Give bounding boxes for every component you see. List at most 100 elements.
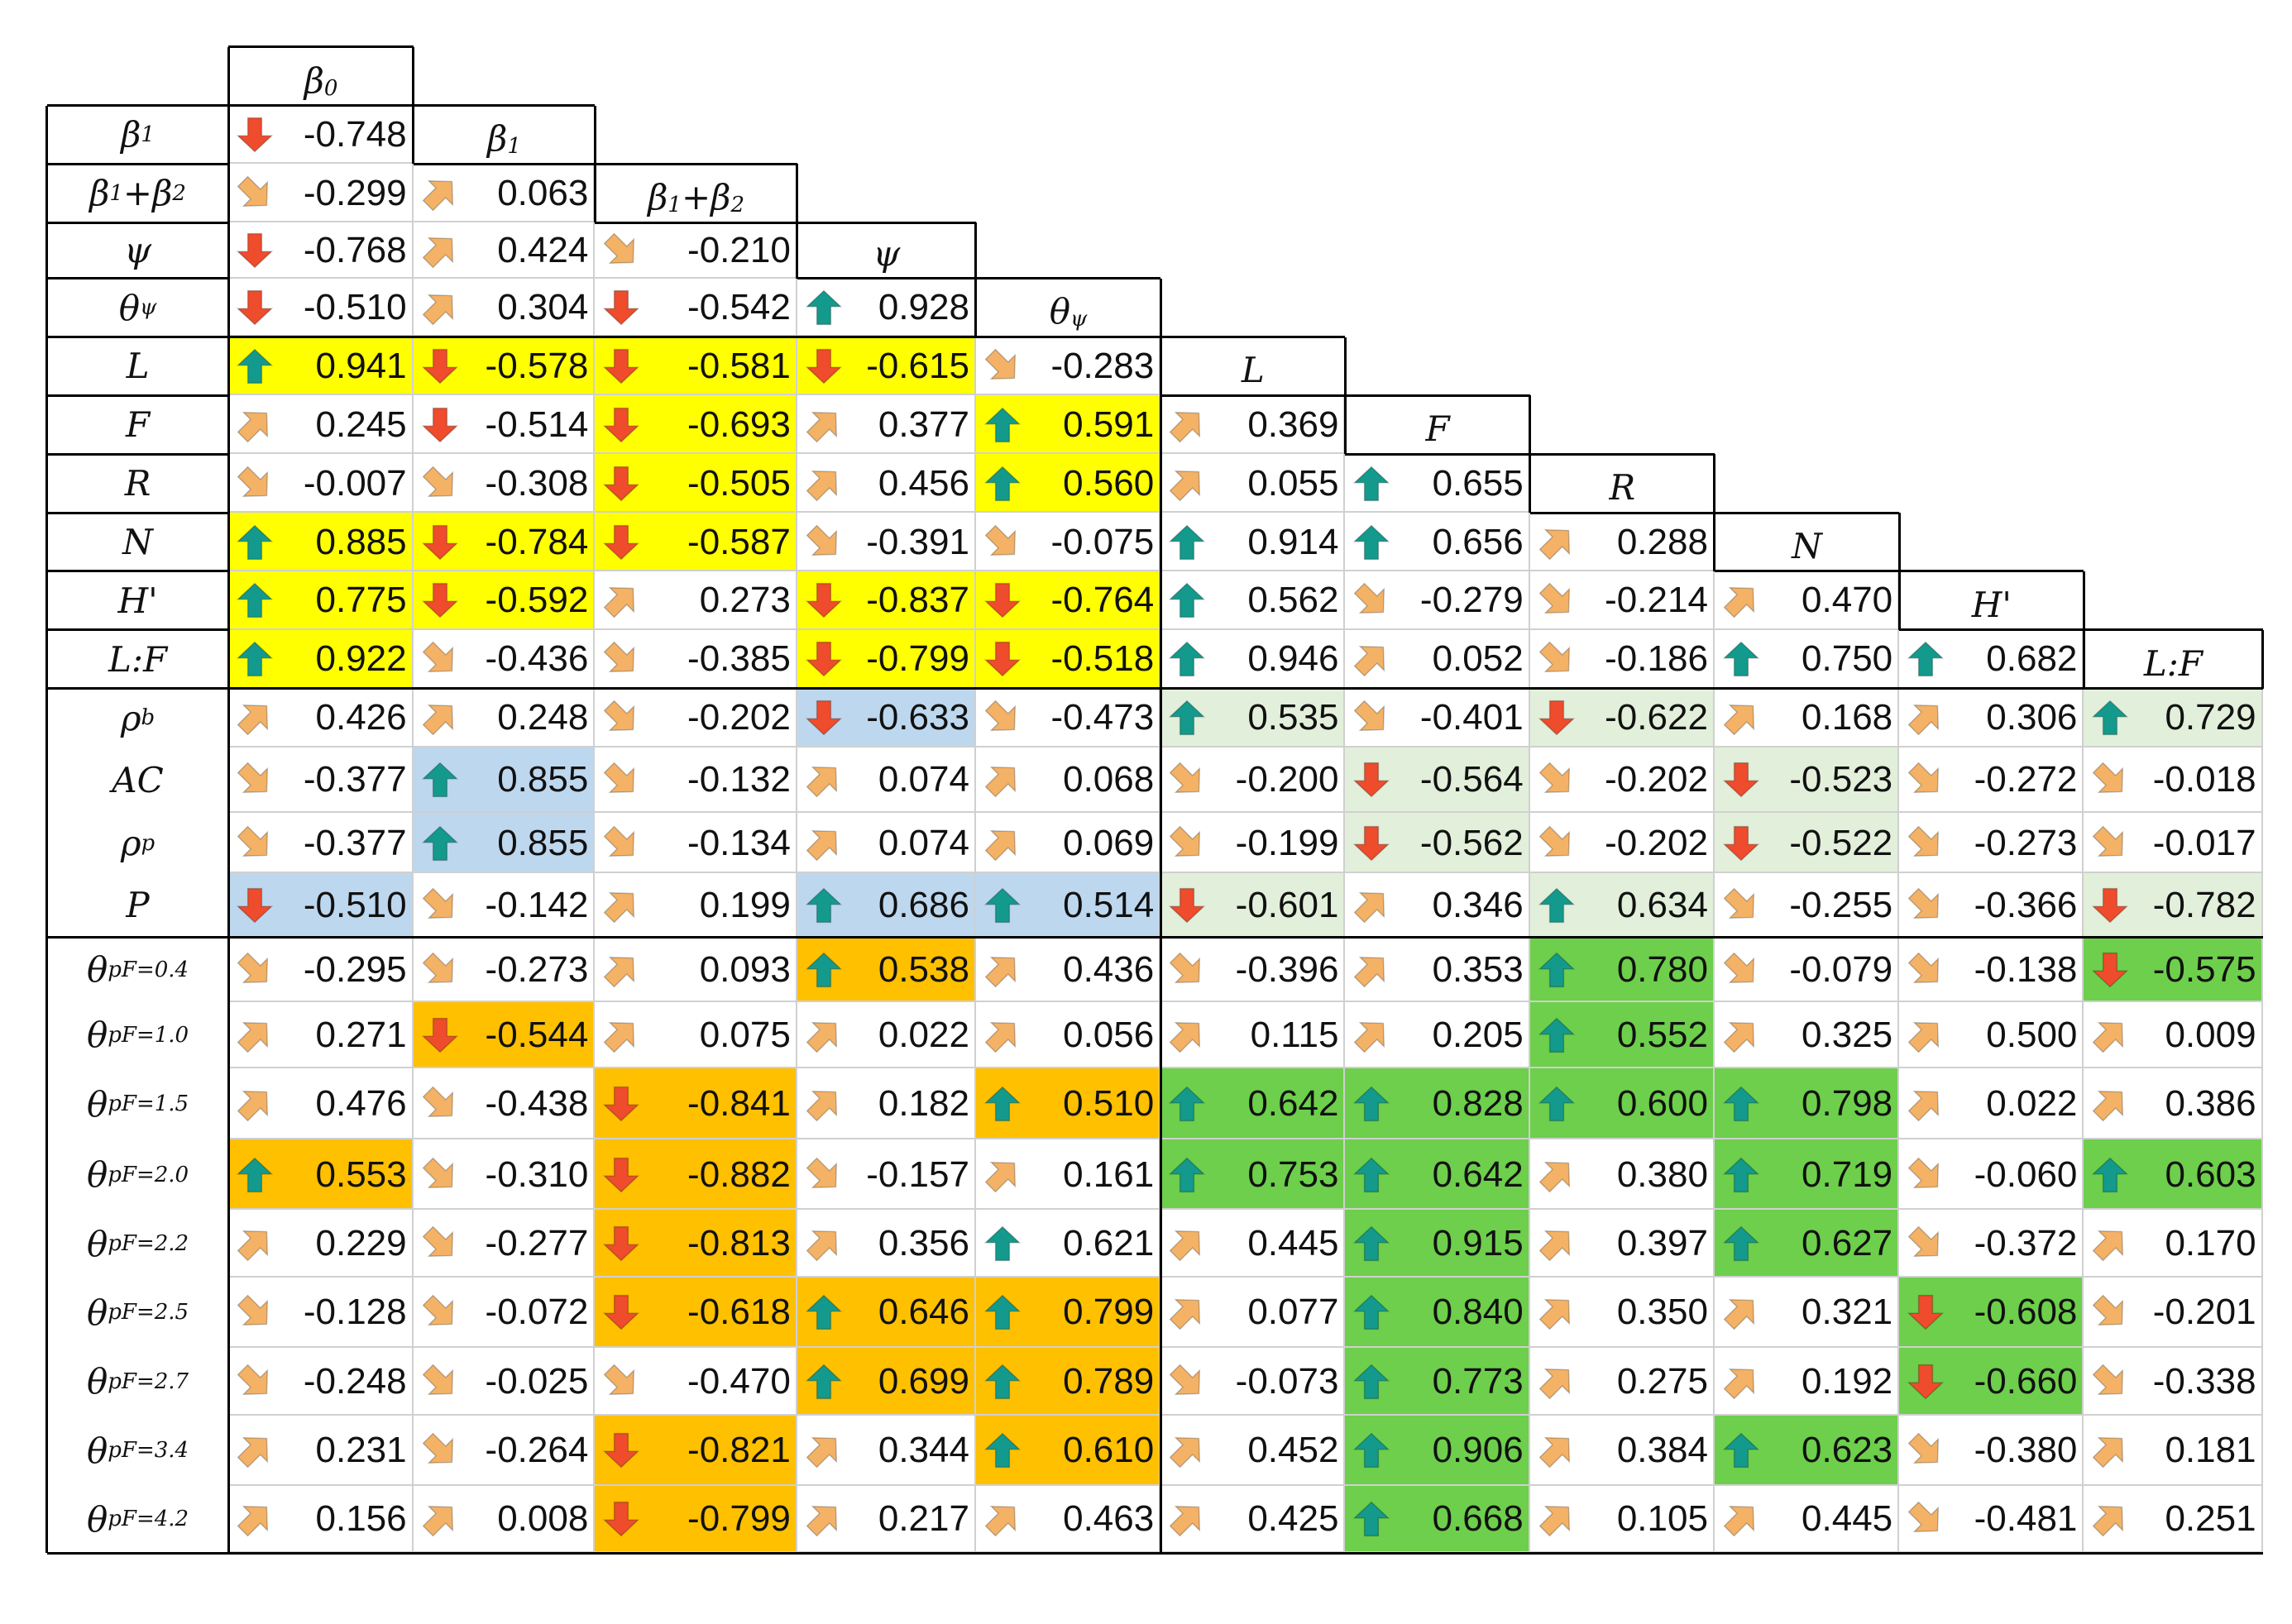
correlation-value: -0.615 bbox=[866, 345, 969, 386]
correlation-value: -0.813 bbox=[687, 1223, 791, 1264]
arrow-up-icon bbox=[237, 348, 274, 385]
arrow-up-right-icon bbox=[806, 1436, 837, 1469]
correlation-value: 0.828 bbox=[1432, 1083, 1524, 1124]
matrix-cell bbox=[1529, 747, 1715, 814]
row-label: θ pF=1.5 bbox=[47, 1068, 229, 1140]
correlation-value: -0.592 bbox=[485, 580, 589, 621]
grid-line bbox=[595, 221, 797, 224]
matrix-cell bbox=[1160, 1210, 1346, 1278]
grid-line bbox=[228, 104, 414, 107]
label-subscript: pF=2.7 bbox=[108, 1368, 189, 1394]
grid-line bbox=[46, 336, 1161, 338]
grid-line bbox=[413, 162, 596, 165]
correlation-value: -0.128 bbox=[303, 1292, 407, 1333]
correlation-value: 0.063 bbox=[497, 172, 589, 213]
arrow-down-icon bbox=[603, 289, 640, 326]
correlation-value: -0.134 bbox=[687, 822, 791, 863]
arrow-down-icon bbox=[1353, 825, 1390, 862]
arrow-down-right-icon bbox=[1538, 641, 1570, 673]
matrix-cell bbox=[595, 1348, 797, 1416]
correlation-value: 0.321 bbox=[1802, 1292, 1893, 1333]
matrix-cell bbox=[595, 747, 797, 814]
matrix-cell bbox=[595, 1001, 797, 1068]
matrix-cell bbox=[1714, 1001, 1900, 1068]
correlation-value: -0.210 bbox=[687, 229, 791, 270]
arrow-up-icon bbox=[1353, 1225, 1390, 1262]
correlation-value: -0.299 bbox=[303, 172, 407, 213]
arrow-down-right-icon bbox=[237, 952, 269, 983]
matrix-cell bbox=[2084, 813, 2263, 873]
label-symbol: θ bbox=[86, 1292, 108, 1333]
matrix-cell bbox=[413, 688, 596, 748]
matrix-cell bbox=[797, 1001, 976, 1068]
arrow-up-right-icon bbox=[1354, 646, 1385, 677]
arrow-down-icon bbox=[1907, 1295, 1945, 1330]
correlation-value: -0.784 bbox=[485, 521, 589, 562]
arrow-down-icon bbox=[603, 1086, 640, 1122]
label-symbol: θ bbox=[118, 287, 140, 328]
arrow-up-icon bbox=[1353, 524, 1390, 560]
matrix-cell bbox=[1160, 454, 1346, 513]
arrow-down-right-icon bbox=[237, 1364, 269, 1395]
grid-line bbox=[1897, 513, 1901, 571]
correlation-value: 0.426 bbox=[315, 697, 407, 738]
correlation-value: -0.748 bbox=[303, 113, 407, 155]
arrow-down-icon bbox=[1353, 762, 1390, 798]
arrow-down-icon bbox=[237, 232, 274, 269]
correlation-value: 0.906 bbox=[1432, 1430, 1524, 1471]
arrow-up-right-icon bbox=[1169, 1299, 1201, 1330]
arrow-up-right-icon bbox=[422, 294, 453, 326]
correlation-value: 0.248 bbox=[497, 697, 589, 738]
grid-line bbox=[593, 164, 596, 223]
correlation-value: 0.553 bbox=[315, 1154, 407, 1195]
row-label: θ pF=2.2 bbox=[47, 1210, 229, 1278]
correlation-value: 0.425 bbox=[1247, 1498, 1339, 1540]
grid-line bbox=[796, 222, 799, 279]
correlation-value: -0.295 bbox=[303, 948, 407, 990]
correlation-value: -0.273 bbox=[1974, 822, 2078, 863]
label-subscript: 1 bbox=[109, 180, 123, 206]
correlation-value: -0.575 bbox=[2152, 948, 2256, 990]
label-symbol: β bbox=[89, 173, 110, 214]
column-header-H: H' bbox=[1899, 571, 2084, 630]
matrix-cell bbox=[228, 1210, 414, 1278]
grid-line bbox=[1899, 570, 2084, 573]
correlation-value: -0.017 bbox=[2152, 822, 2256, 863]
row-label: H' bbox=[47, 571, 229, 630]
correlation-value: -0.510 bbox=[303, 287, 407, 328]
correlation-value: -0.396 bbox=[1235, 948, 1339, 990]
arrow-up-icon bbox=[805, 887, 843, 924]
correlation-value: 0.476 bbox=[315, 1083, 407, 1124]
correlation-value: -0.142 bbox=[485, 884, 589, 925]
matrix-cell bbox=[797, 395, 976, 455]
correlation-value: -0.799 bbox=[687, 1498, 791, 1540]
grid-line bbox=[1529, 395, 1532, 455]
correlation-value: -0.510 bbox=[303, 884, 407, 925]
matrix-cell bbox=[2084, 747, 2263, 814]
matrix-cell bbox=[1529, 1348, 1715, 1416]
arrow-up-right-icon bbox=[1169, 1021, 1201, 1053]
arrow-up-right-icon bbox=[603, 956, 635, 988]
label-symbol: ψ bbox=[873, 232, 901, 274]
correlation-value: 0.621 bbox=[1063, 1223, 1155, 1264]
arrow-up-right-icon bbox=[1723, 705, 1754, 736]
correlation-value: 0.377 bbox=[878, 404, 969, 445]
arrow-down-right-icon bbox=[1907, 1432, 1940, 1464]
arrow-down-right-icon bbox=[603, 700, 635, 732]
arrow-down-icon bbox=[237, 289, 274, 326]
arrow-up-right-icon bbox=[984, 956, 1017, 988]
matrix-cell bbox=[1899, 813, 2084, 873]
arrow-up-right-icon bbox=[422, 705, 453, 736]
correlation-value: 0.168 bbox=[1802, 697, 1893, 738]
correlation-value: 0.798 bbox=[1802, 1083, 1893, 1124]
matrix-cell bbox=[413, 454, 596, 513]
arrow-down-icon bbox=[603, 1226, 640, 1262]
arrow-down-icon bbox=[1722, 762, 1760, 798]
grid-line bbox=[46, 511, 229, 514]
arrow-up-right-icon bbox=[603, 587, 635, 619]
correlation-value: 0.245 bbox=[315, 404, 407, 445]
matrix-cell bbox=[595, 1210, 797, 1278]
